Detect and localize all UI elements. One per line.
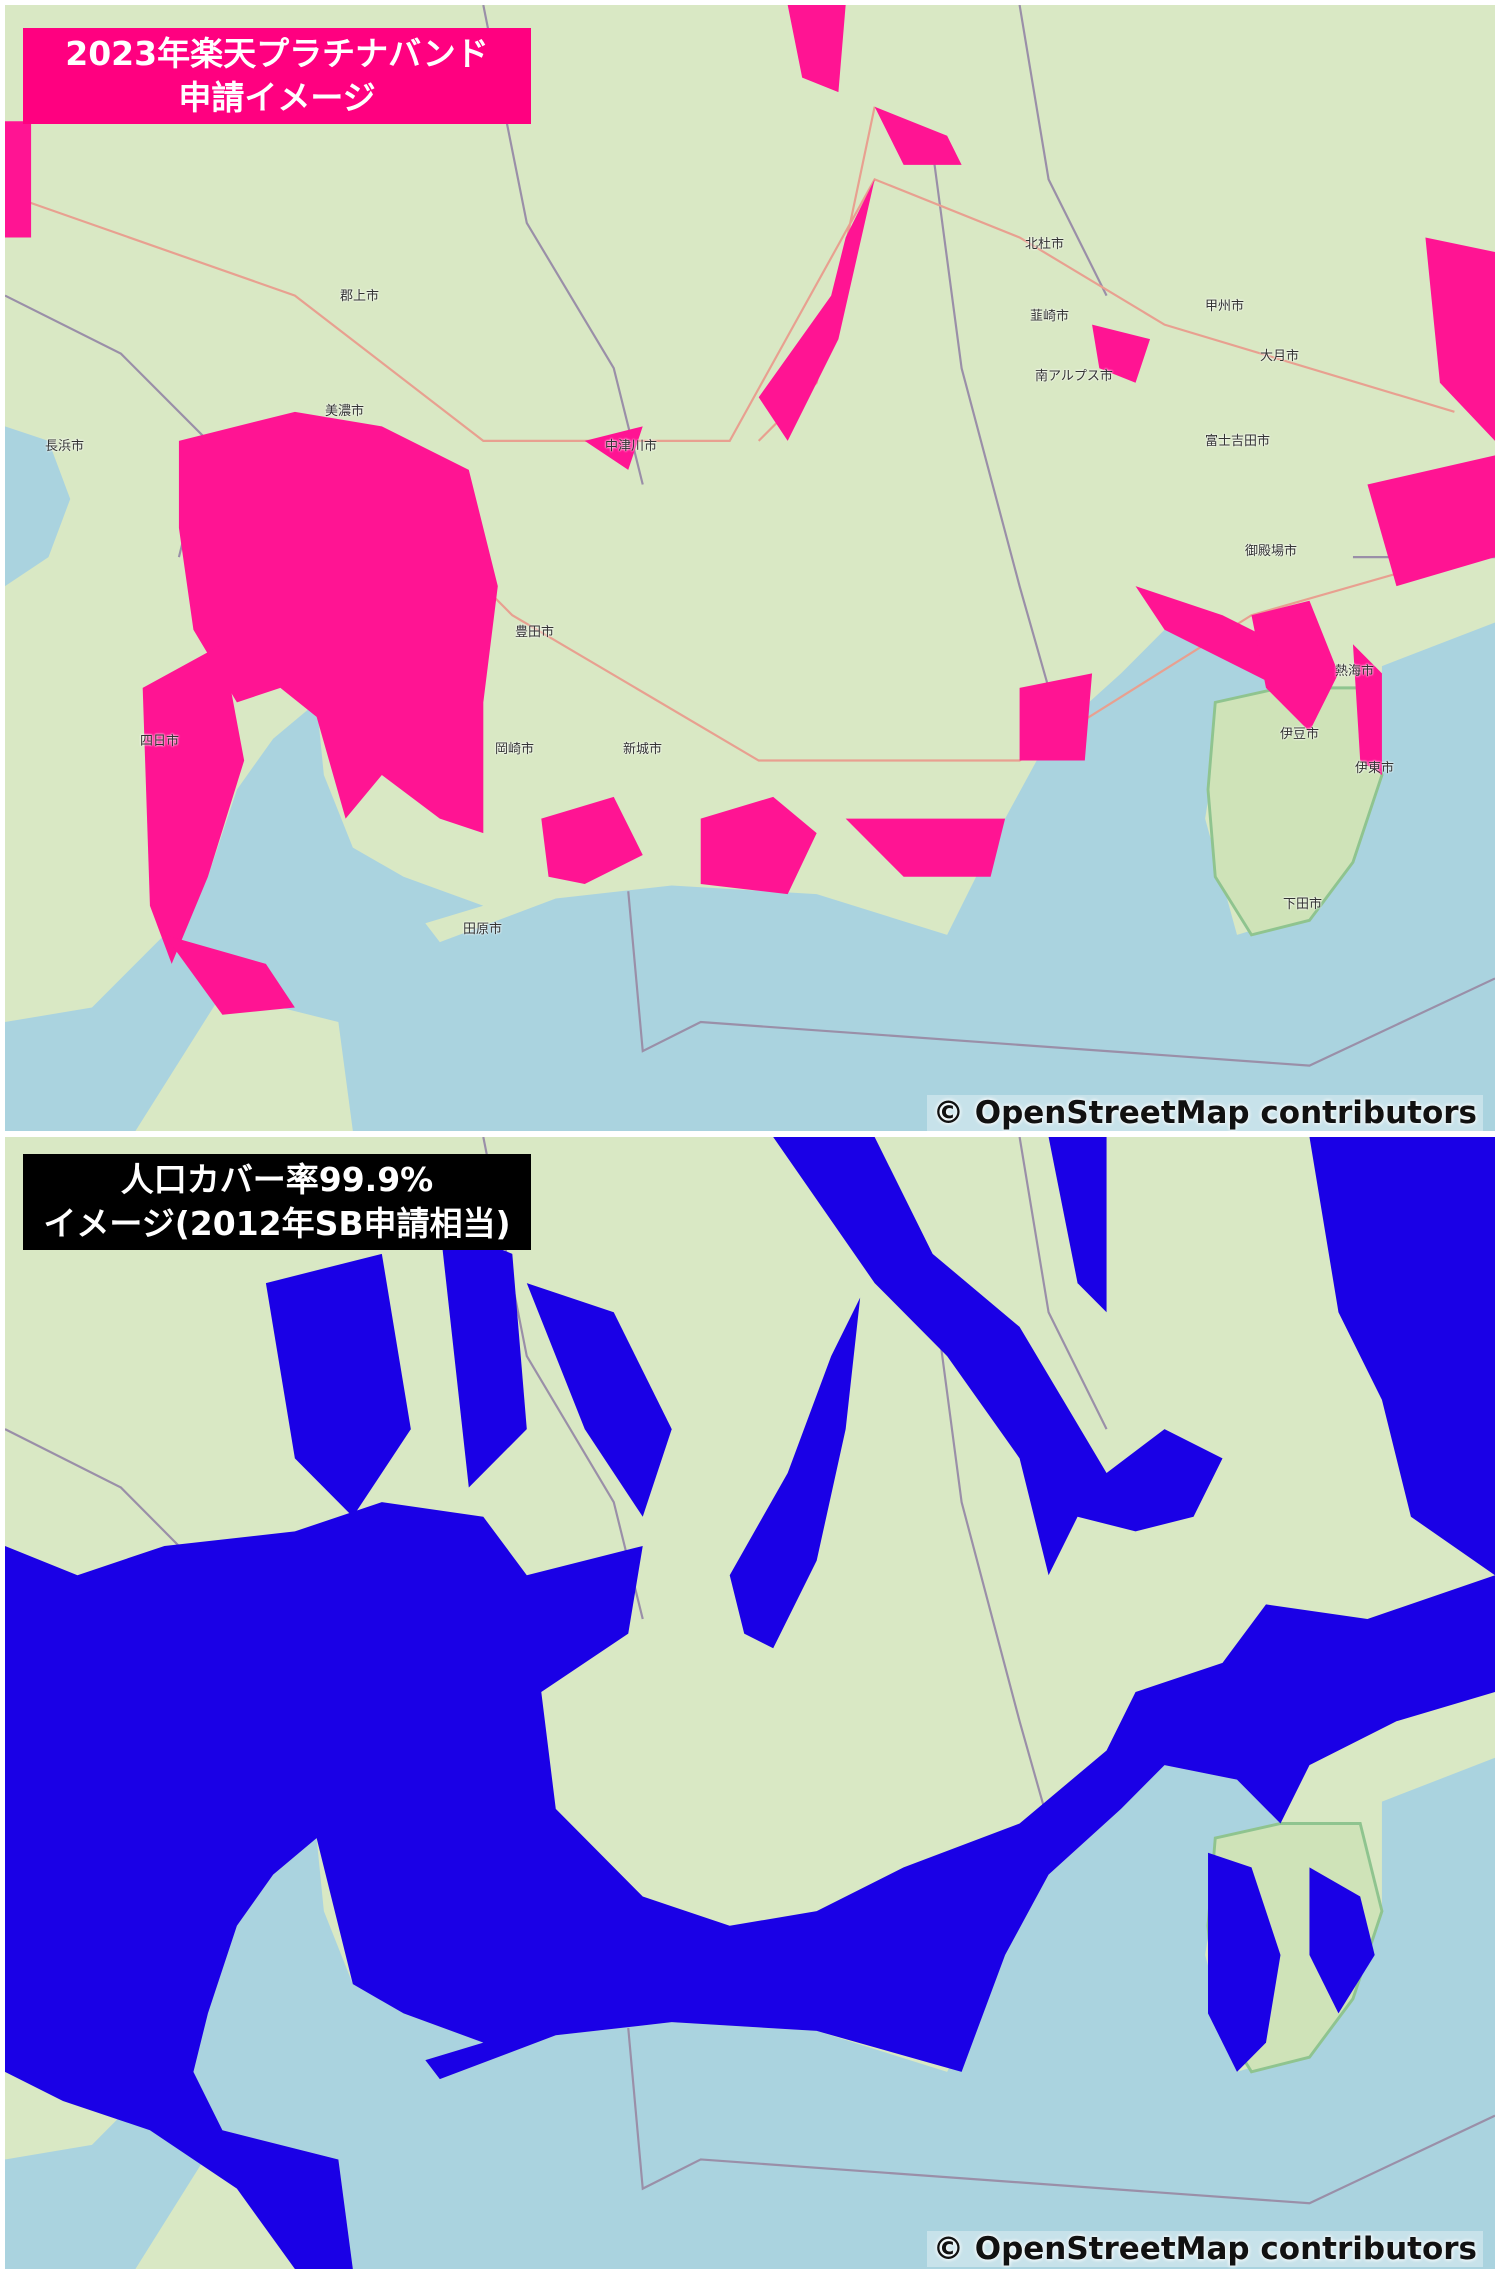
title-line-1: 人口カバー率99.9% [120, 1160, 434, 1199]
city-label: 下田市 [1283, 897, 1323, 912]
city-label: 田原市 [463, 922, 503, 937]
city-label: 北杜市 [1025, 237, 1065, 252]
map-canvas[interactable] [5, 1137, 1495, 2269]
map-panel-rakuten-2023[interactable]: 2023年楽天プラチナバンド 申請イメージ 豊田市 岡崎市 新城市 田原市 甲州… [5, 5, 1495, 1131]
city-label: 岡崎市 [495, 742, 535, 757]
sea [5, 622, 1495, 1131]
city-label: 御殿場市 [1245, 544, 1298, 559]
city-label: 熱海市 [1335, 664, 1375, 679]
title-line-2: 申請イメージ [178, 78, 376, 117]
title-line-1: 2023年楽天プラチナバンド [65, 34, 489, 73]
city-label: 郡上市 [340, 289, 380, 304]
city-label: 南アルプス市 [1035, 369, 1113, 384]
city-label: 中津川市 [605, 439, 658, 454]
city-label: 新城市 [623, 742, 663, 757]
coverage-areas [5, 1137, 1495, 2269]
city-label: 大月市 [1260, 349, 1300, 364]
city-label: 伊東市 [1355, 761, 1395, 776]
city-label: 長浜市 [45, 439, 85, 454]
panel-title: 人口カバー率99.9% イメージ(2012年SB申請相当) [23, 1154, 531, 1250]
city-label: 伊豆市 [1280, 727, 1320, 742]
sea [5, 1757, 1495, 2269]
prefecture-borders [5, 1137, 1495, 2205]
map-attribution[interactable]: © OpenStreetMap contributors [926, 2231, 1483, 2267]
city-label: 四日市 [140, 734, 180, 749]
panel-title: 2023年楽天プラチナバンド 申請イメージ [23, 28, 531, 124]
coverage-areas [5, 5, 1495, 1015]
title-line-2: イメージ(2012年SB申請相当) [43, 1204, 511, 1243]
map-attribution[interactable]: © OpenStreetMap contributors [926, 1095, 1483, 1131]
map-panel-coverage-99-9[interactable]: 人口カバー率99.9% イメージ(2012年SB申請相当) © OpenStre… [5, 1137, 1495, 2269]
prefecture-borders [5, 5, 1495, 1067]
lake-biwa [5, 426, 71, 587]
city-label: 韮崎市 [1030, 309, 1070, 324]
city-label: 甲州市 [1205, 299, 1245, 314]
map-canvas[interactable] [5, 5, 1495, 1131]
city-label: 豊田市 [515, 625, 555, 640]
city-label: 富士吉田市 [1205, 434, 1271, 449]
city-label: 美濃市 [325, 404, 365, 419]
